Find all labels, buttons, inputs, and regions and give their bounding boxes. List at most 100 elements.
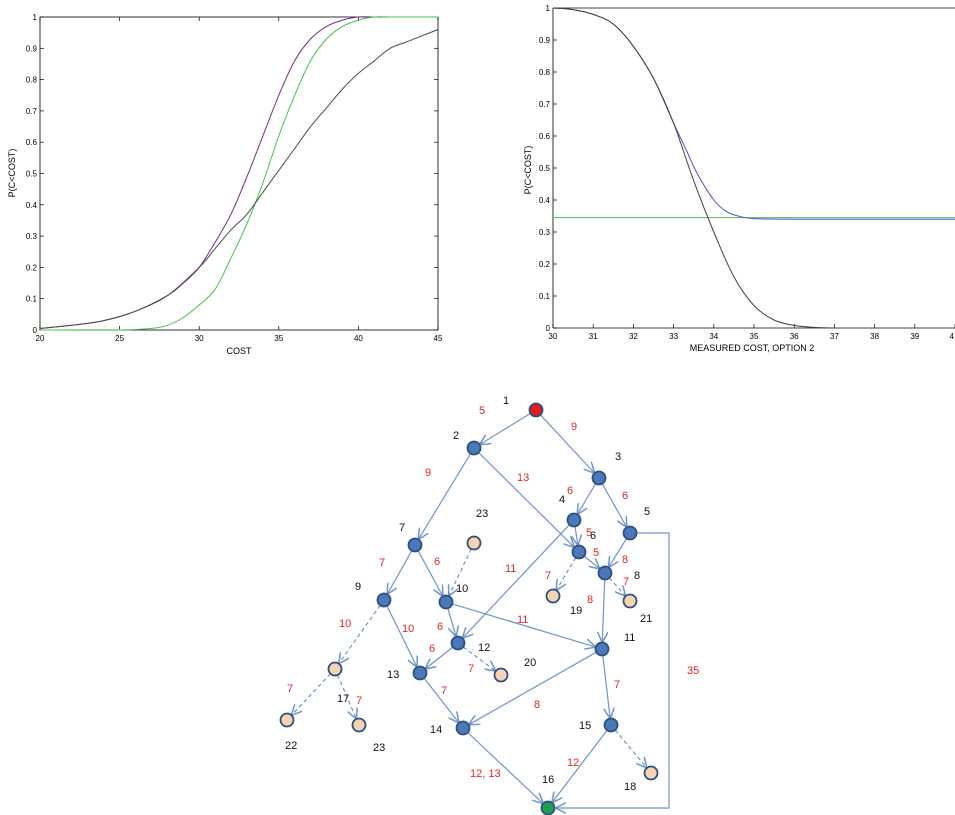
chart1-x-tick-label: 35 <box>274 334 283 343</box>
chart1-y-tick-label: 0.3 <box>26 232 38 241</box>
node-label-17: 17 <box>337 693 349 705</box>
edge-weight-label: 10 <box>339 618 351 630</box>
node-label-6: 6 <box>590 530 596 542</box>
chart1-y-tick-label: 0.7 <box>26 107 38 116</box>
chart2-x-tick-label: 39 <box>910 332 919 341</box>
edge-3-5 <box>601 483 626 527</box>
edge-13-14 <box>423 677 458 722</box>
chart1-y-axis-label: P(C<COST) <box>7 149 17 198</box>
node-1 <box>528 402 544 418</box>
edge-8-21 <box>608 577 625 596</box>
chart1-x-tick-label: 25 <box>115 334 124 343</box>
node-label-4: 4 <box>559 494 565 506</box>
chart1-x-tick-label: 30 <box>195 334 204 343</box>
chart2-y-tick-label: 0.3 <box>539 228 551 237</box>
chart2-y-tick-label: 0.8 <box>539 68 551 77</box>
chart2-x-axis-label: MEASURED COST, OPTION 2 <box>690 343 815 353</box>
node-label-9: 9 <box>355 581 361 593</box>
node-label-13: 13 <box>387 669 399 681</box>
edge-9-17 <box>339 604 381 663</box>
chart2-x-tick-label: 35 <box>750 332 759 341</box>
edge-weight-label: 5 <box>479 405 485 417</box>
node-6 <box>571 544 587 560</box>
edge-weight-label: 11 <box>505 563 516 575</box>
chart1-y-tick-label: 0.6 <box>26 138 38 147</box>
node-5 <box>622 525 638 541</box>
edge-weight-label: 6 <box>429 643 435 655</box>
node-23 <box>466 535 482 551</box>
node-11 <box>594 641 610 657</box>
chart1-y-tick-label: 0.9 <box>26 44 38 53</box>
edge-weight-label: 6 <box>567 485 573 497</box>
edge-3-4 <box>578 483 597 514</box>
node-label-8: 8 <box>634 570 640 582</box>
chart1-x-axis-label: COST <box>226 346 252 356</box>
node-10 <box>438 594 454 610</box>
chart1-y-tick-label: 0.1 <box>26 295 38 304</box>
measured-cost-cdf-chart: 0 0.1 0.2 0.3 0.4 0.5 0.6 0.7 0.8 0.9 1 30 31 32 33 34 3… <box>523 4 955 353</box>
edge-weight-label: 7 <box>287 683 293 695</box>
edge-17-22 <box>292 673 331 715</box>
chart2-y-tick-label: 0.6 <box>539 132 551 141</box>
chart2-x-tick-label: 31 <box>589 332 598 341</box>
chart2-x-tick-label: 36 <box>790 332 799 341</box>
node-21 <box>622 593 638 609</box>
chart2-x-tick-label: 4 <box>950 332 955 341</box>
edge-weight-label: 6 <box>622 490 628 502</box>
edge-12-13 <box>426 646 454 668</box>
edge-weight-label: 7 <box>623 576 629 588</box>
node-label-11: 11 <box>624 632 635 644</box>
chart2-y-tick-label: 0.1 <box>539 292 551 301</box>
edge-15-16 <box>553 729 608 802</box>
chart2-y-tick-label: 1 <box>546 4 551 13</box>
chart1-series-line-3 <box>39 29 439 329</box>
node-label-2: 2 <box>453 430 459 442</box>
node-7 <box>407 537 423 553</box>
node-label-15: 15 <box>579 720 591 732</box>
node-label-16: 16 <box>542 774 554 786</box>
chart2-x-tick-label: 34 <box>709 332 718 341</box>
node-13 <box>412 665 428 681</box>
chart2-x-tick-label: 33 <box>669 332 678 341</box>
chart2-y-tick-label: 0.7 <box>539 100 551 109</box>
edge-weight-label: 8 <box>534 699 540 711</box>
edge-11-15 <box>602 655 610 718</box>
node-3 <box>591 470 607 486</box>
chart1-y-tick-label: 1 <box>33 13 38 22</box>
edge-6-8 <box>583 555 599 568</box>
edge-11-14 <box>470 651 597 724</box>
edge-10-11 <box>452 603 595 647</box>
edge-weight-label: 7 <box>441 685 447 697</box>
node-19 <box>545 588 561 604</box>
chart2-series-line-3 <box>552 7 955 329</box>
node-label-3: 3 <box>615 451 621 463</box>
edge-4-6 <box>575 526 578 544</box>
node-label-12: 12 <box>478 642 490 654</box>
node-label-21: 21 <box>640 613 652 625</box>
node-label-23: 23 <box>373 742 385 754</box>
chart1-y-tick-label: 0 <box>33 326 38 335</box>
chart1-axes-box <box>39 16 439 331</box>
chart1-y-tick-label: 0.4 <box>26 201 38 210</box>
edge-8-11 <box>602 579 604 642</box>
edge-5-8 <box>609 538 628 567</box>
edge-2-6 <box>478 452 574 547</box>
cost-cdf-chart: 0 0.1 0.2 0.3 0.4 0.5 0.6 0.7 0.8 0.9 1 20 25 30 35 40 4… <box>7 13 443 356</box>
chart1-x-tick-label: 45 <box>434 334 443 343</box>
node-label-20: 20 <box>524 657 536 669</box>
chart2-y-axis-label: P(C<COST) <box>523 146 533 195</box>
node-22 <box>279 712 295 728</box>
chart2-y-tick-label: 0.2 <box>539 260 551 269</box>
edge-7-10 <box>417 550 442 596</box>
chart1-y-tick-label: 0.5 <box>26 170 38 179</box>
node-9 <box>376 592 392 608</box>
chart1-x-tick-label: 40 <box>354 334 363 343</box>
edge-1-3 <box>539 414 594 473</box>
node-23 <box>351 717 367 733</box>
chart1-x-tick-label: 20 <box>36 334 45 343</box>
edge-17-23 <box>337 674 356 718</box>
node-14 <box>455 720 471 736</box>
edge-7-9 <box>388 550 413 594</box>
edge-1-2 <box>480 412 531 444</box>
node-label-1: 1 <box>503 395 509 407</box>
